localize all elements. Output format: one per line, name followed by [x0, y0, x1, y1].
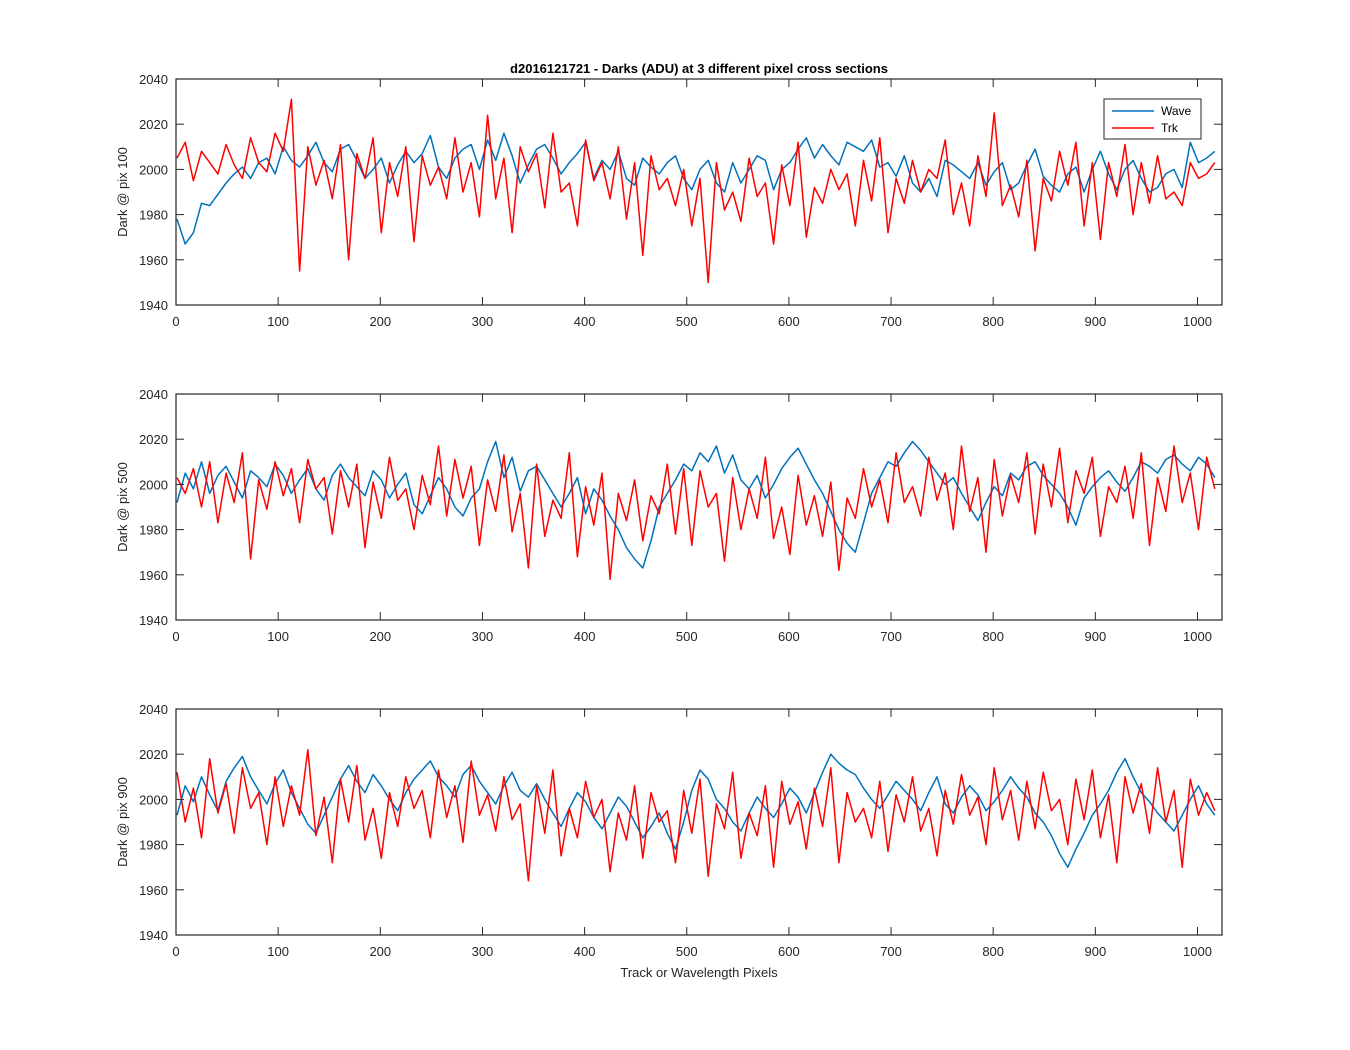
x-axis-label: Track or Wavelength Pixels: [620, 965, 778, 980]
x-tick-label: 100: [267, 944, 289, 959]
x-tick-label: 1000: [1183, 944, 1212, 959]
y-tick-label: 1960: [139, 883, 168, 898]
x-tick-label: 600: [778, 944, 800, 959]
series-line-wave: [176, 132, 1216, 245]
x-tick-label: 700: [880, 944, 902, 959]
series-line-trk: [176, 98, 1216, 284]
plot-area: [176, 394, 1222, 620]
x-tick-label: 600: [778, 314, 800, 329]
axes-box: [175, 393, 1223, 621]
x-tick-label: 500: [676, 314, 698, 329]
y-tick-label: 2040: [139, 72, 168, 87]
subplot-3: 0 100 200 300 400 500 600 700 800 900 1000 1940 1960…: [115, 702, 1223, 959]
y-tick-label: 1960: [139, 253, 168, 268]
y-tick-label: 1940: [139, 298, 168, 313]
x-tick-label: 300: [472, 314, 494, 329]
x-tick-label: 600: [778, 629, 800, 644]
y-axis-label: Dark @ pix 100: [115, 147, 130, 237]
x-tick-label: 900: [1084, 314, 1106, 329]
x-tick-label: 800: [982, 944, 1004, 959]
y-tick-label: 2040: [139, 702, 168, 717]
x-tick-label: 400: [574, 314, 596, 329]
x-tick-label: 800: [982, 629, 1004, 644]
y-tick-label: 2000: [139, 792, 168, 807]
legend-label-wave: Wave: [1161, 104, 1192, 118]
x-tick-label: 200: [369, 629, 391, 644]
x-tick-label: 900: [1084, 629, 1106, 644]
y-axis-label: Dark @ pix 500: [115, 462, 130, 552]
y-tick-label: 1940: [139, 928, 168, 943]
plot-area: [176, 709, 1222, 935]
subplots: 0 100 200 300 400 500 600 700 800 900 100019401960…: [115, 72, 1223, 959]
y-tick-label: 2000: [139, 162, 168, 177]
x-tick-label: 500: [676, 629, 698, 644]
axes-box: [175, 78, 1223, 306]
subplot-1: 0 100 200 300 400 500 600 700 800 900 1000 1940 1960…: [115, 72, 1223, 329]
series-line-trk: [176, 445, 1216, 581]
legend-label-trk: Trk: [1161, 121, 1179, 135]
y-tick-label: 2020: [139, 432, 168, 447]
y-tick-label: 2040: [139, 387, 168, 402]
series-line-wave: [176, 753, 1216, 868]
legend-box: [1103, 98, 1202, 140]
x-tick-label: 100: [267, 314, 289, 329]
x-tick-label: 700: [880, 314, 902, 329]
legend: Wave Trk: [1103, 98, 1202, 140]
y-tick-label: 1980: [139, 208, 168, 223]
series-line-trk: [176, 748, 1216, 882]
subplot-2: 0 100 200 300 400 500 600 700 800 900 1000 1940 1960…: [115, 387, 1223, 644]
y-tick-label: 1980: [139, 838, 168, 853]
x-tick-label: 100: [267, 629, 289, 644]
y-tick-label: 1980: [139, 523, 168, 538]
y-tick-label: 1960: [139, 568, 168, 583]
x-tick-label: 0: [172, 944, 179, 959]
x-tick-label: 300: [472, 944, 494, 959]
x-tick-label: 700: [880, 629, 902, 644]
x-tick-label: 1000: [1183, 314, 1212, 329]
x-tick-label: 0: [172, 629, 179, 644]
x-tick-label: 400: [574, 944, 596, 959]
x-tick-label: 1000: [1183, 629, 1212, 644]
x-tick-label: 500: [676, 944, 698, 959]
x-tick-label: 300: [472, 629, 494, 644]
x-tick-label: 400: [574, 629, 596, 644]
chart-title: d2016121721 - Darks (ADU) at 3 different…: [510, 61, 888, 76]
x-tick-label: 900: [1084, 944, 1106, 959]
y-axis-label: Dark @ pix 900: [115, 777, 130, 867]
x-tick-label: 200: [369, 314, 391, 329]
y-tick-label: 2020: [139, 117, 168, 132]
y-tick-label: 2000: [139, 477, 168, 492]
y-tick-label: 1940: [139, 613, 168, 628]
y-tick-label: 2020: [139, 747, 168, 762]
x-tick-label: 200: [369, 944, 391, 959]
x-tick-label: 800: [982, 314, 1004, 329]
axes-box: [175, 708, 1223, 936]
x-tick-label: 0: [172, 314, 179, 329]
